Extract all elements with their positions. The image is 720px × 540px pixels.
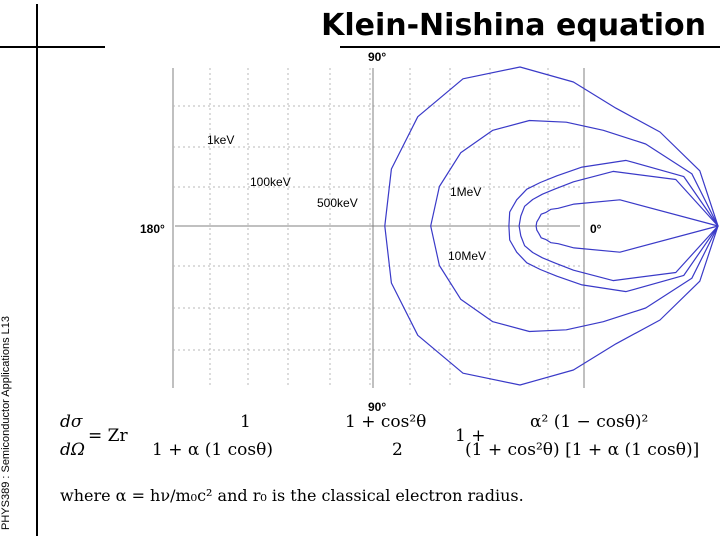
series-curve-1keV [384,66,719,386]
formula-t1-num: 1 [240,412,251,432]
series-curve-10MeV [535,199,719,253]
series-label-100keV: 100keV [250,175,291,189]
formula-t2-num: 1 + cos²θ [345,412,427,432]
formula-t3-den: (1 + cos²θ) [1 + α (1 cosθ)] [465,440,700,460]
formula-lhs-den: dΩ [60,440,85,460]
series-curve-500keV [508,159,719,293]
series-curve-100keV [430,119,719,333]
series-curve-1MeV [518,170,719,282]
series-label-1keV: 1keV [207,133,234,147]
series-label-10MeV: 10MeV [448,249,486,263]
angle-label-right: 0° [590,222,602,236]
formula-lhs-num: dσ [60,412,83,432]
series-label-1MeV: 1MeV [450,185,481,199]
formula-t3-lead: 1 + [455,426,486,446]
formula-t3-num: α² (1 − cosθ)² [530,412,649,432]
formula-t1-den: 1 + α (1 cosθ) [152,440,273,460]
title-underline-right [340,46,720,48]
vertical-rule [36,4,38,536]
slide-title: Klein-Nishina equation [321,8,706,43]
chart-curves [384,66,719,386]
angle-label-left: 180° [140,222,165,236]
chart-grid [172,68,585,388]
title-underline-left [0,46,105,48]
formula-footnote: where α = hν/m₀c² and r₀ is the classica… [60,486,524,505]
angle-label-top: 90° [368,50,387,64]
formula-t2-den: 2 [392,440,403,460]
formula-eq: = Zr [88,426,128,446]
series-label-500keV: 500keV [317,196,358,210]
klein-nishina-formula: dσ dΩ = Zr 1 1 + α (1 cosθ) 1 + cos²θ 2 … [60,410,710,470]
chart-series-labels: 1keV 100keV 500keV 1MeV 10MeV [207,133,486,263]
angle-label-bottom: 90° [368,400,387,414]
